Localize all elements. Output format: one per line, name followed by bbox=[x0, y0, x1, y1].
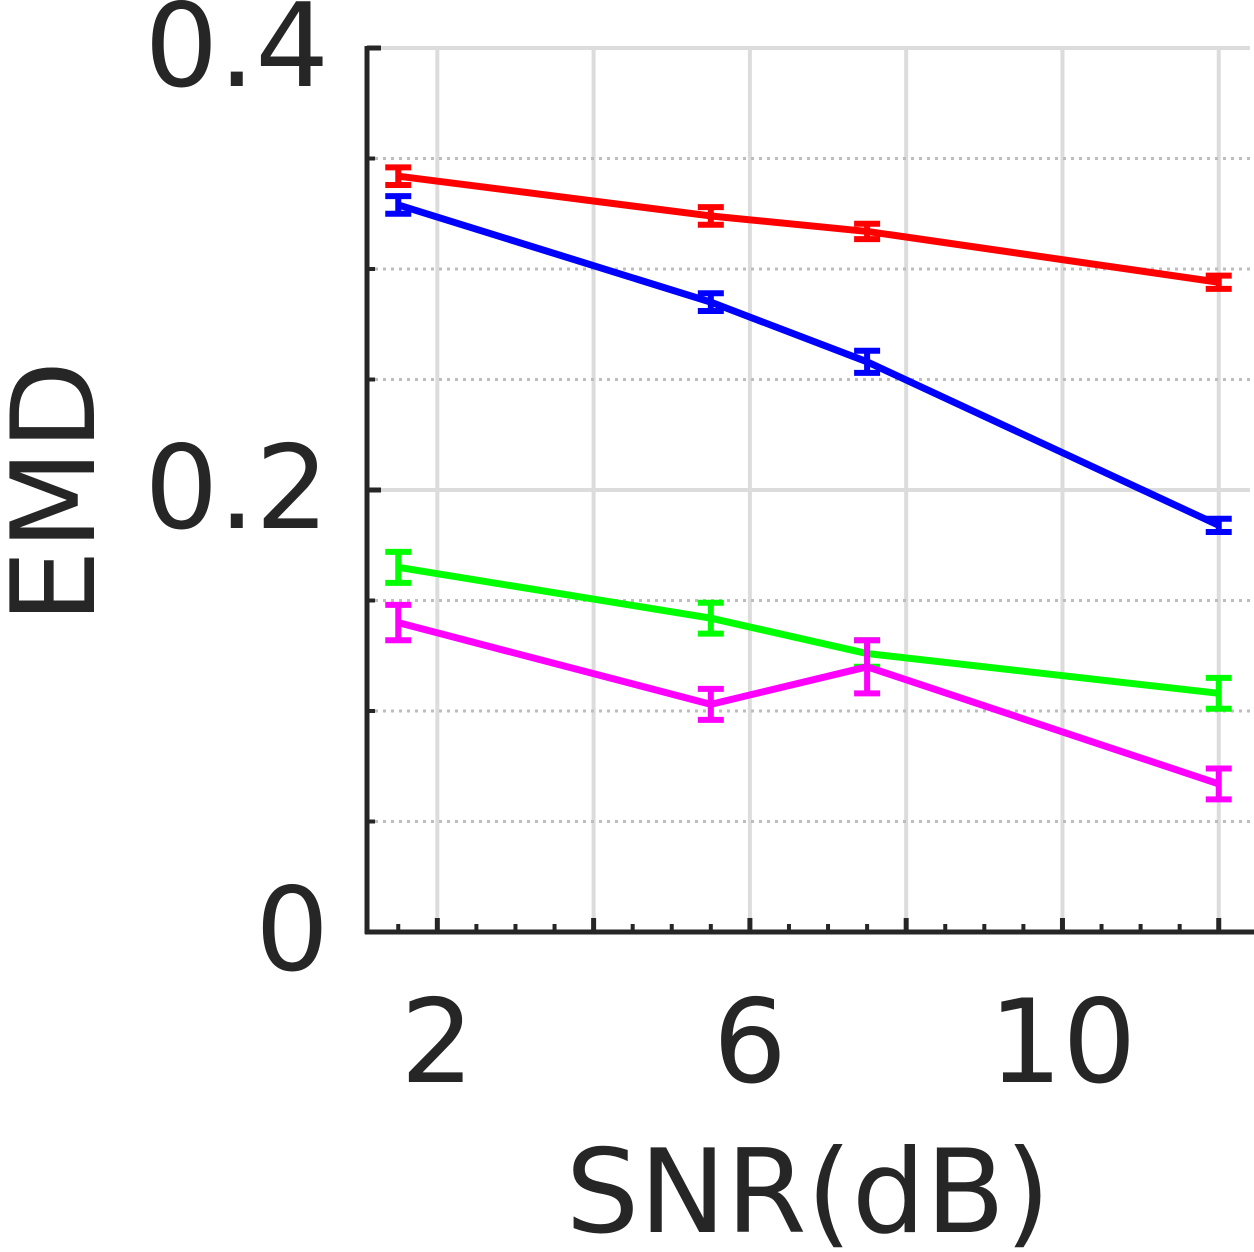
error-bar bbox=[385, 601, 412, 644]
error-bar bbox=[385, 548, 412, 586]
error-bar bbox=[697, 599, 724, 637]
series-line bbox=[397, 201, 1221, 529]
series-line bbox=[397, 563, 1220, 697]
error-bar bbox=[697, 204, 724, 228]
error-bar bbox=[1205, 515, 1232, 535]
x-tick-label: 2 bbox=[400, 975, 474, 1110]
series-line bbox=[397, 619, 1220, 788]
series-1 bbox=[385, 164, 1232, 292]
error-bar bbox=[854, 637, 881, 697]
error-bar bbox=[1205, 272, 1232, 292]
series-line bbox=[397, 172, 1220, 286]
x-tick-label: 6 bbox=[713, 975, 787, 1110]
error-bar bbox=[1205, 765, 1232, 803]
error-bar bbox=[1205, 674, 1232, 712]
y-tick-label: 0 bbox=[255, 863, 329, 998]
error-bar bbox=[854, 220, 881, 243]
x-axis-label: SNR(dB) bbox=[566, 1125, 1051, 1252]
series-2 bbox=[385, 193, 1232, 535]
major-grid bbox=[367, 46, 1250, 932]
series-3 bbox=[385, 548, 1232, 712]
error-bar bbox=[697, 685, 724, 723]
y-tick-label: 0.2 bbox=[145, 421, 329, 556]
error-bar bbox=[697, 290, 724, 314]
series-4 bbox=[385, 601, 1232, 803]
error-bar bbox=[854, 347, 881, 376]
series-layer bbox=[385, 164, 1232, 803]
minor-grid bbox=[367, 157, 1250, 823]
y-tick-label: 0.4 bbox=[145, 0, 329, 114]
axes bbox=[364, 45, 1254, 935]
error-bar bbox=[385, 164, 412, 189]
tick-labels: 0 0.2 0.4 2 6 10 bbox=[145, 0, 1137, 1110]
x-tick-label: 10 bbox=[989, 975, 1137, 1110]
error-bar bbox=[385, 193, 412, 217]
y-axis-label: EMD bbox=[0, 361, 122, 624]
